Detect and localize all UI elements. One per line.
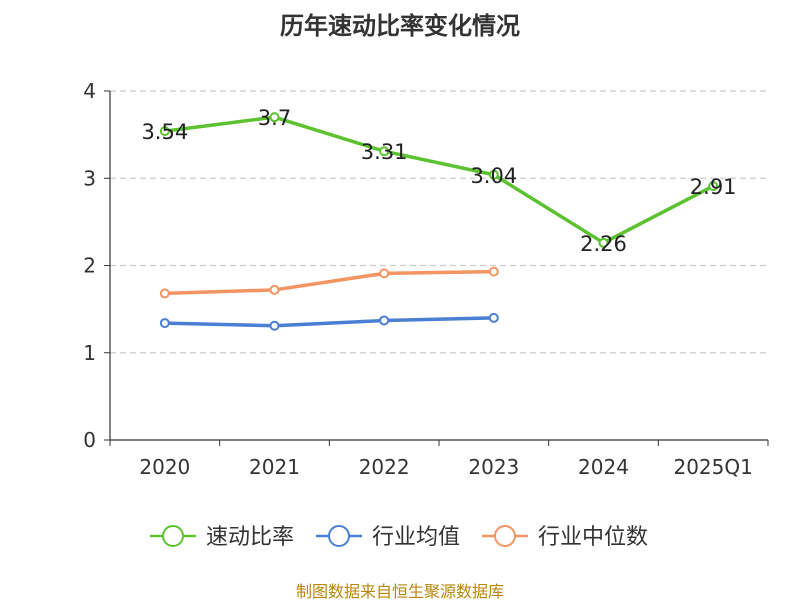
legend-item: 行业均值 bbox=[316, 525, 460, 550]
y-axis-labels: 0 1 2 3 4 bbox=[83, 79, 96, 452]
data-point bbox=[159, 318, 170, 329]
axes bbox=[104, 90, 769, 446]
series-line bbox=[164, 269, 494, 296]
x-tick-label: 2023 bbox=[468, 455, 519, 479]
data-point bbox=[269, 284, 280, 295]
y-tick-label: 3 bbox=[83, 166, 96, 190]
legend-label: 行业中位数 bbox=[538, 525, 648, 550]
y-tick-label: 1 bbox=[83, 341, 96, 365]
y-tick-label: 4 bbox=[83, 79, 96, 103]
grid-lines bbox=[110, 90, 768, 354]
data-point bbox=[269, 112, 280, 123]
data-label: 3.31 bbox=[361, 140, 408, 164]
legend-item: 速动比率 bbox=[150, 525, 294, 550]
data-point bbox=[488, 312, 499, 323]
data-point bbox=[269, 320, 280, 331]
series-lines bbox=[164, 115, 714, 328]
legend-marker bbox=[162, 525, 184, 547]
data-point bbox=[379, 268, 390, 279]
x-tick-label: 2025Q1 bbox=[673, 455, 752, 479]
legend: 速动比率 行业均值 行业中位数 bbox=[150, 525, 648, 550]
legend-label: 速动比率 bbox=[206, 525, 294, 550]
chart-title: 历年速动比率变化情况 bbox=[280, 12, 520, 40]
data-point bbox=[708, 181, 719, 192]
x-axis-labels: 2020 2021 2022 2023 2024 2025Q1 bbox=[139, 455, 752, 479]
x-tick-label: 2021 bbox=[249, 455, 300, 479]
y-tick-label: 0 bbox=[83, 428, 96, 452]
series-line bbox=[164, 115, 714, 245]
legend-item: 行业中位数 bbox=[482, 525, 648, 550]
source-note: 制图数据来自恒生聚源数据库 bbox=[295, 582, 504, 601]
data-point bbox=[598, 237, 609, 248]
x-tick-label: 2022 bbox=[359, 455, 410, 479]
data-labels: 3.54 3.7 3.31 3.04 2.26 2.91 bbox=[141, 106, 736, 256]
legend-marker bbox=[328, 525, 350, 547]
data-label: 2.91 bbox=[690, 175, 737, 199]
data-point bbox=[488, 266, 499, 277]
series-line bbox=[164, 316, 494, 328]
data-point bbox=[159, 126, 170, 137]
data-point bbox=[379, 315, 390, 326]
data-label: 3.54 bbox=[141, 120, 188, 144]
data-point bbox=[379, 146, 390, 157]
data-label: 2.26 bbox=[580, 232, 627, 256]
data-point bbox=[159, 288, 170, 299]
x-tick-label: 2020 bbox=[139, 455, 190, 479]
legend-marker bbox=[494, 525, 516, 547]
legend-label: 行业均值 bbox=[372, 525, 460, 550]
x-tick-label: 2024 bbox=[578, 455, 629, 479]
data-label: 3.04 bbox=[470, 164, 517, 188]
data-point bbox=[488, 169, 499, 180]
data-label: 3.7 bbox=[258, 106, 291, 130]
series-points bbox=[159, 112, 719, 331]
y-tick-label: 2 bbox=[83, 254, 96, 278]
